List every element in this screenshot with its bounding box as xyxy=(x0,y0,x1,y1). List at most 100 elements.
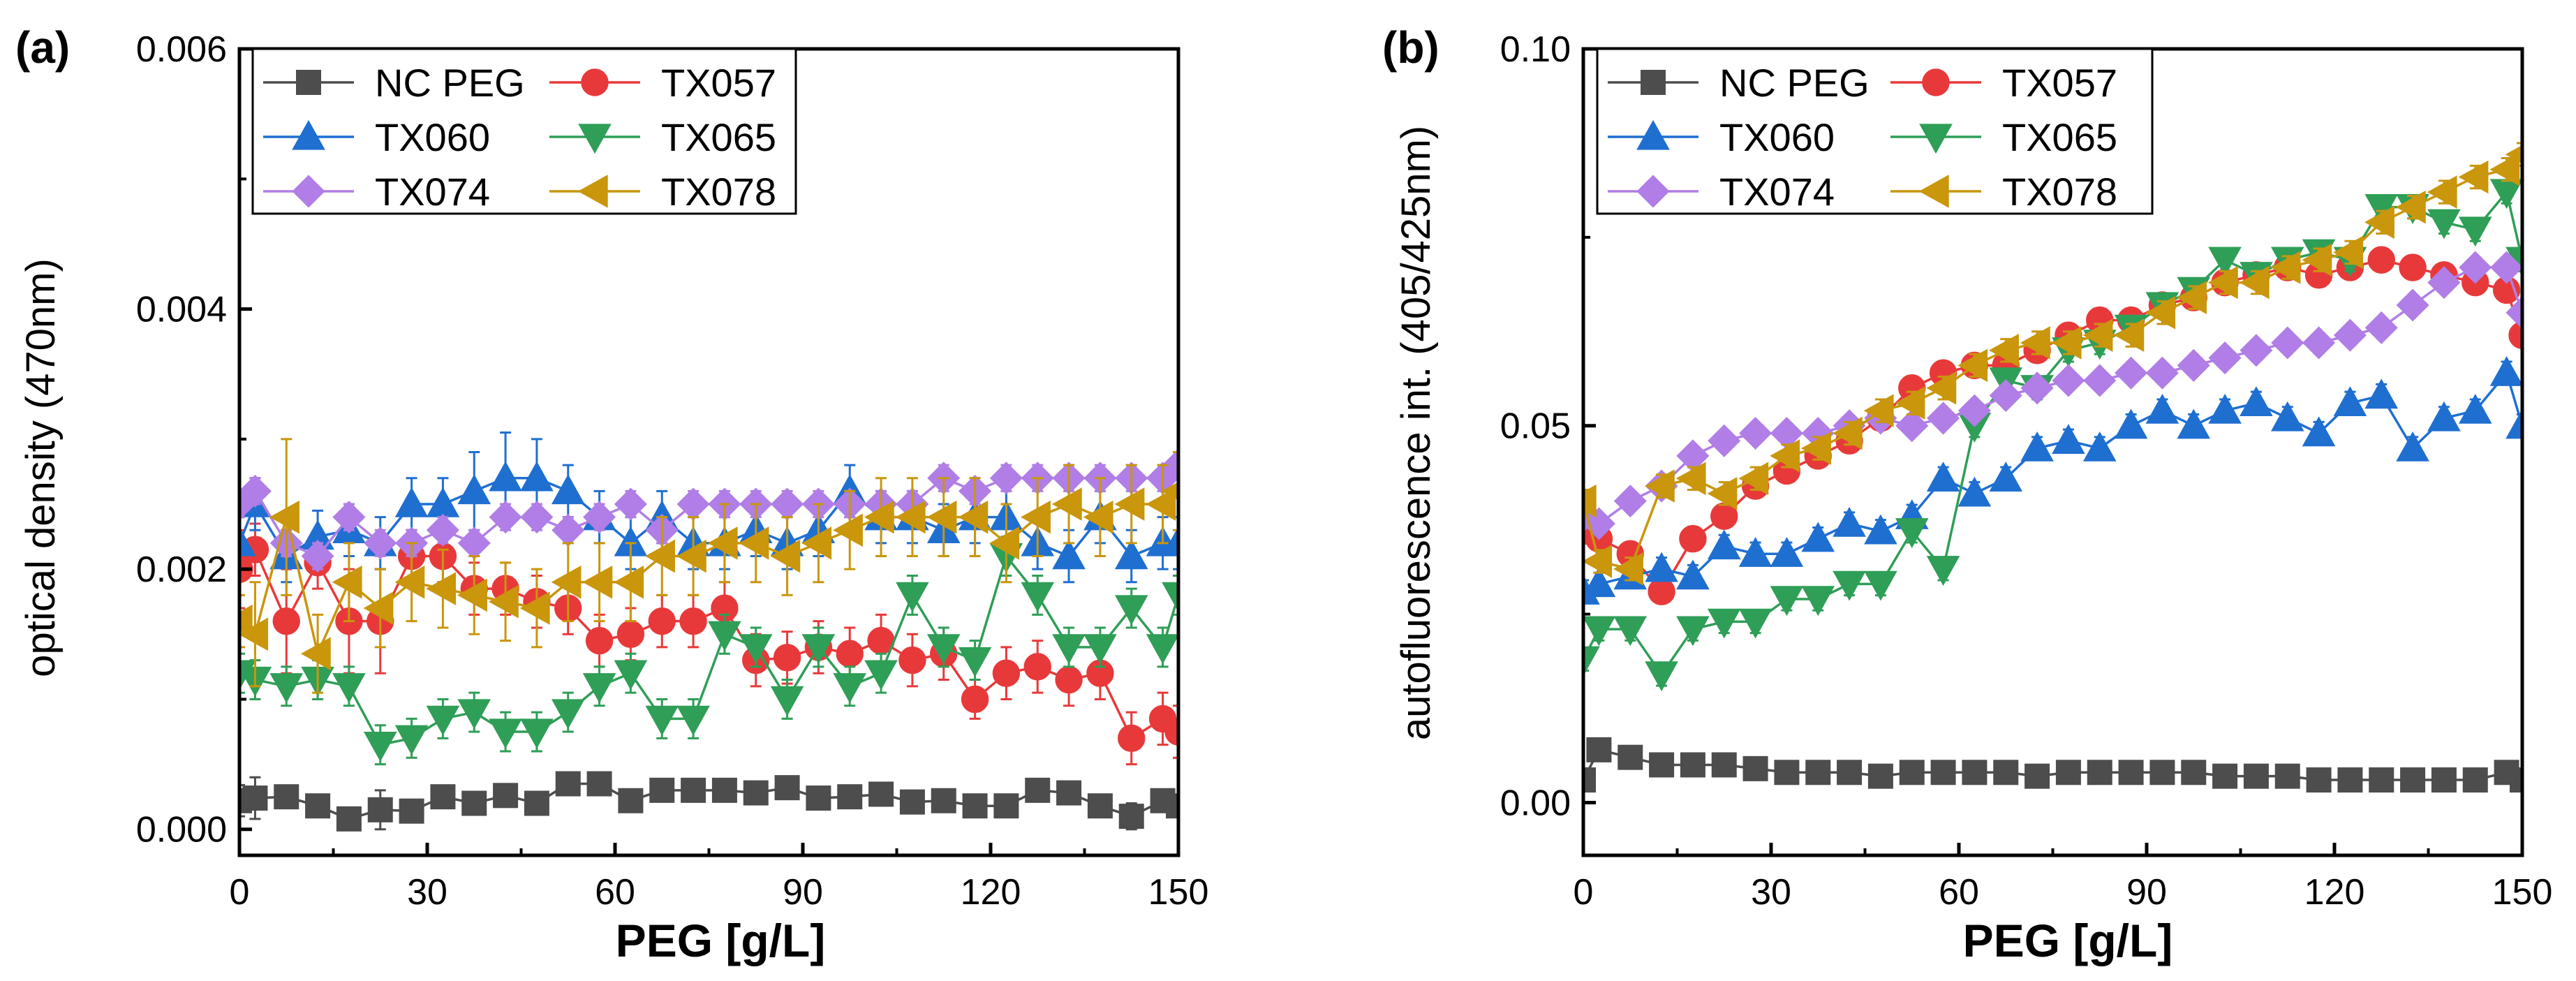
data-point xyxy=(1023,653,1051,681)
data-point xyxy=(614,660,648,691)
data-point xyxy=(2020,371,2054,405)
legend-label: TX078 xyxy=(2002,170,2117,214)
data-point xyxy=(394,565,425,599)
data-point xyxy=(962,793,988,819)
legend-item-tx074: TX074 xyxy=(263,170,490,214)
legend-label: NC PEG xyxy=(1719,61,1870,105)
data-point xyxy=(2181,760,2207,785)
data-point xyxy=(1583,767,1596,793)
data-point xyxy=(2149,760,2175,785)
data-point xyxy=(1707,529,1741,560)
data-point xyxy=(551,699,585,730)
legend-marker xyxy=(1641,70,1666,95)
legend-marker xyxy=(1922,68,1950,96)
data-point xyxy=(2240,386,2273,417)
data-point xyxy=(1162,526,1178,556)
data-point xyxy=(1644,469,1675,503)
data-point xyxy=(1648,577,1675,605)
data-point xyxy=(2208,341,2242,375)
data-point xyxy=(2427,175,2457,209)
data-point xyxy=(2400,767,2426,793)
data-point xyxy=(2083,364,2117,397)
data-point xyxy=(993,793,1019,819)
data-point xyxy=(1114,539,1148,570)
data-point xyxy=(1957,476,1992,507)
data-point xyxy=(1770,537,1804,567)
data-point xyxy=(2052,364,2085,397)
series-tx078 xyxy=(1583,142,2522,586)
data-point xyxy=(2333,386,2367,417)
x-tick-label: 90 xyxy=(783,872,823,913)
data-point xyxy=(2490,251,2522,284)
panel-a-label: (a) xyxy=(15,22,70,73)
data-point xyxy=(305,793,331,819)
legend-item-tx078: TX078 xyxy=(1890,170,2117,214)
data-point xyxy=(1770,439,1800,473)
data-point xyxy=(2145,356,2179,390)
legend-marker xyxy=(577,175,608,208)
data-point xyxy=(1895,518,1929,549)
data-point xyxy=(1613,616,1648,647)
data-point xyxy=(1993,760,2019,785)
data-point xyxy=(2239,265,2270,300)
y-tick-label: 0.004 xyxy=(136,290,227,330)
data-point xyxy=(1583,646,1600,677)
data-point xyxy=(1989,379,2022,413)
legend-label: TX060 xyxy=(375,115,490,159)
data-point xyxy=(1926,556,1960,586)
panel-b-x-axis-label: PEG [g/L] xyxy=(1963,915,2173,966)
legend-item-tx074: TX074 xyxy=(1608,170,1835,214)
data-point xyxy=(1989,333,2019,367)
data-point xyxy=(2020,431,2054,462)
data-point xyxy=(1613,552,1643,586)
panel-a-x-axis-label: PEG [g/L] xyxy=(616,915,826,966)
data-point xyxy=(1774,760,1800,785)
legend-label: TX057 xyxy=(2002,61,2117,105)
x-tick-label: 0 xyxy=(1574,872,1594,913)
data-point xyxy=(931,788,956,813)
data-point xyxy=(1675,462,1706,496)
data-point xyxy=(1083,634,1117,665)
legend-marker xyxy=(1636,119,1670,150)
data-point xyxy=(1864,514,1897,545)
data-point xyxy=(1930,760,1956,785)
x-tick-label: 150 xyxy=(2492,872,2553,913)
legend-label: TX078 xyxy=(661,170,776,214)
data-point xyxy=(896,582,929,612)
data-point xyxy=(1083,500,1113,534)
data-point xyxy=(2087,760,2112,785)
data-point xyxy=(989,462,1023,495)
data-point xyxy=(457,578,487,612)
data-point xyxy=(2364,378,2399,409)
x-tick-label: 90 xyxy=(2126,872,2167,913)
data-point xyxy=(1583,616,1616,647)
data-point xyxy=(332,565,362,599)
data-point xyxy=(1146,634,1178,665)
panel-b-y-axis-label: autofluorescence int. (405/425nm) xyxy=(1393,126,1439,740)
data-point xyxy=(274,784,299,810)
data-point xyxy=(394,725,429,755)
data-point xyxy=(1864,570,1897,601)
data-point xyxy=(2508,321,2522,349)
data-point xyxy=(1056,780,1082,806)
data-point xyxy=(1676,616,1710,647)
data-point xyxy=(1052,539,1086,570)
data-point xyxy=(649,777,675,803)
data-point xyxy=(1989,462,2023,492)
data-point xyxy=(958,500,989,534)
data-point xyxy=(2177,408,2211,439)
series-tx060 xyxy=(1583,355,2522,605)
data-point xyxy=(2114,318,2145,352)
data-point xyxy=(1162,448,1178,482)
data-point xyxy=(2364,205,2394,239)
series-nc-peg xyxy=(239,771,1178,832)
data-point xyxy=(707,526,738,560)
data-point xyxy=(2458,160,2489,194)
data-point xyxy=(1738,608,1772,639)
legend-item-tx065: TX065 xyxy=(1890,115,2117,159)
data-point xyxy=(1801,432,1831,465)
data-point xyxy=(457,474,491,505)
data-point xyxy=(363,591,394,625)
data-point xyxy=(1586,737,1612,762)
data-point xyxy=(2427,209,2461,239)
